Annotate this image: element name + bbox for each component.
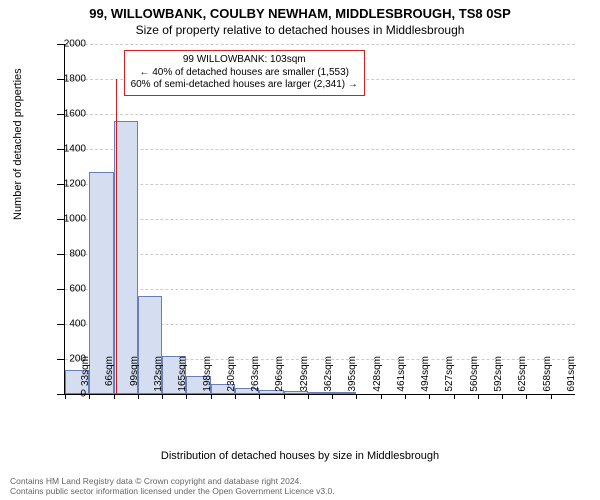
x-axis-title: Distribution of detached houses by size … bbox=[0, 450, 600, 462]
chart-container: 99, WILLOWBANK, COULBY NEWHAM, MIDDLESBR… bbox=[0, 0, 600, 500]
callout-line: 99 WILLOWBANK: 103sqm bbox=[131, 54, 358, 67]
y-tick-label: 1200 bbox=[46, 179, 86, 190]
x-tick-label: 33sqm bbox=[80, 356, 91, 396]
y-axis-title: Number of detached properties bbox=[12, 68, 24, 220]
x-tick-label: 99sqm bbox=[129, 356, 140, 396]
x-tick-label: 527sqm bbox=[444, 356, 455, 396]
x-tick-label: 428sqm bbox=[372, 356, 383, 396]
y-tick-label: 2000 bbox=[46, 39, 86, 50]
footer-line1: Contains HM Land Registry data © Crown c… bbox=[10, 476, 335, 486]
x-tick-label: 395sqm bbox=[347, 356, 358, 396]
y-tick-label: 1400 bbox=[46, 144, 86, 155]
x-tick-label: 165sqm bbox=[177, 356, 188, 396]
highlight-marker bbox=[116, 79, 117, 394]
grid-line bbox=[65, 184, 575, 185]
x-tick-label: 592sqm bbox=[493, 356, 504, 396]
y-tick-label: 1600 bbox=[46, 109, 86, 120]
grid-line bbox=[65, 149, 575, 150]
x-tick-label: 461sqm bbox=[396, 356, 407, 396]
y-tick-label: 800 bbox=[46, 249, 86, 260]
y-tick-label: 1800 bbox=[46, 74, 86, 85]
y-tick-label: 600 bbox=[46, 284, 86, 295]
callout-line: 60% of semi-detached houses are larger (… bbox=[131, 79, 358, 92]
grid-line bbox=[65, 219, 575, 220]
x-tick-label: 66sqm bbox=[104, 356, 115, 396]
grid-line bbox=[65, 44, 575, 45]
x-tick-label: 625sqm bbox=[517, 356, 528, 396]
chart-title: 99, WILLOWBANK, COULBY NEWHAM, MIDDLESBR… bbox=[0, 0, 600, 21]
x-tick-label: 296sqm bbox=[274, 356, 285, 396]
x-tick-label: 263sqm bbox=[250, 356, 261, 396]
x-tick-label: 691sqm bbox=[566, 356, 577, 396]
callout-box: 99 WILLOWBANK: 103sqm← 40% of detached h… bbox=[124, 50, 365, 96]
x-tick-label: 230sqm bbox=[226, 356, 237, 396]
x-tick-label: 329sqm bbox=[299, 356, 310, 396]
x-tick-label: 362sqm bbox=[323, 356, 334, 396]
histogram-bar bbox=[114, 121, 138, 394]
grid-line bbox=[65, 114, 575, 115]
x-tick-label: 198sqm bbox=[202, 356, 213, 396]
y-tick-label: 1000 bbox=[46, 214, 86, 225]
y-tick-label: 400 bbox=[46, 319, 86, 330]
plot-area: 99 WILLOWBANK: 103sqm← 40% of detached h… bbox=[64, 44, 574, 394]
x-tick-label: 494sqm bbox=[420, 356, 431, 396]
plot: 99 WILLOWBANK: 103sqm← 40% of detached h… bbox=[64, 44, 575, 395]
footer-line2: Contains public sector information licen… bbox=[10, 486, 335, 496]
grid-line bbox=[65, 289, 575, 290]
footer-attribution: Contains HM Land Registry data © Crown c… bbox=[10, 476, 335, 496]
x-tick-label: 132sqm bbox=[153, 356, 164, 396]
callout-line: ← 40% of detached houses are smaller (1,… bbox=[131, 67, 358, 80]
x-tick-label: 560sqm bbox=[469, 356, 480, 396]
x-tick-label: 658sqm bbox=[542, 356, 553, 396]
chart-subtitle: Size of property relative to detached ho… bbox=[0, 21, 600, 37]
grid-line bbox=[65, 254, 575, 255]
